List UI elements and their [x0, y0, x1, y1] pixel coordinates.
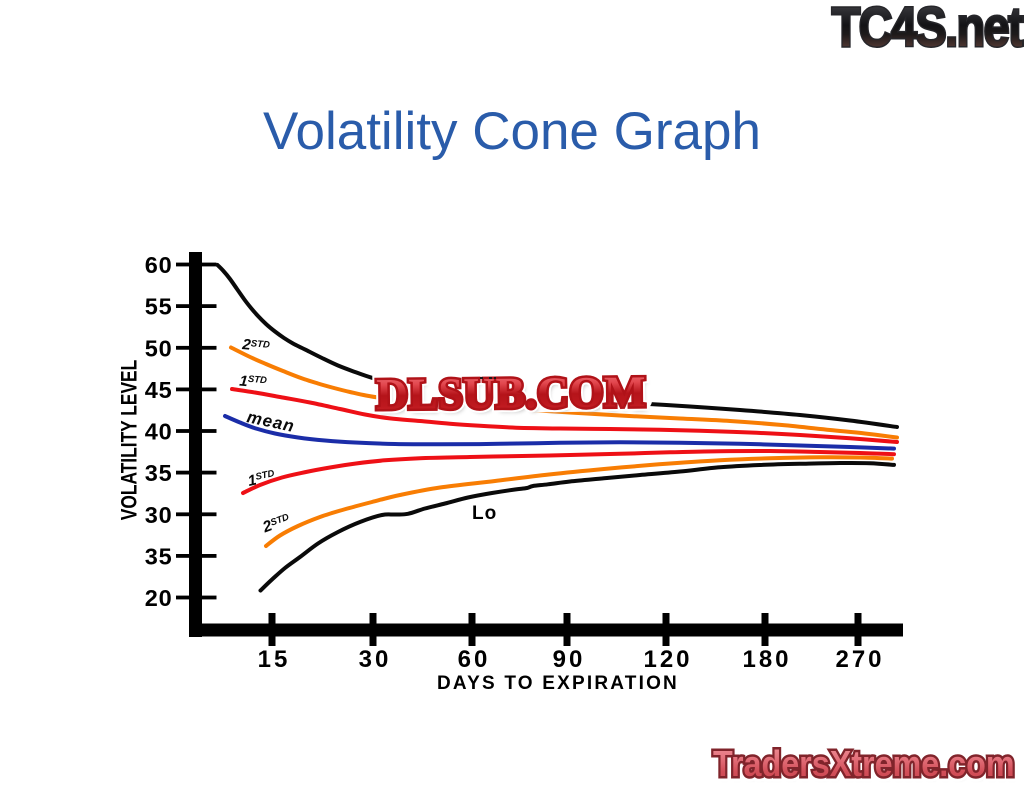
svg-text:30: 30 [359, 646, 392, 673]
svg-text:35: 35 [145, 460, 173, 486]
svg-text:DAYS TO EXPIRATION: DAYS TO EXPIRATION [437, 673, 679, 694]
svg-text:90: 90 [553, 646, 586, 673]
svg-text:15: 15 [258, 646, 291, 673]
svg-text:120: 120 [643, 646, 692, 673]
svg-text:55: 55 [145, 294, 173, 320]
svg-text:Lo: Lo [472, 503, 497, 524]
svg-text:60: 60 [145, 252, 173, 278]
svg-text:50: 50 [145, 335, 173, 361]
svg-text:270: 270 [835, 646, 884, 673]
svg-text:45: 45 [145, 377, 173, 403]
svg-text:1STD: 1STD [239, 373, 268, 392]
svg-text:20: 20 [145, 585, 173, 611]
svg-text:1STD: 1STD [246, 468, 276, 490]
svg-text:40: 40 [145, 419, 173, 445]
svg-text:60: 60 [458, 646, 491, 673]
svg-text:VOLATILITY LEVEL: VOLATILITY LEVEL [118, 360, 142, 521]
svg-text:30: 30 [145, 502, 173, 528]
svg-text:35: 35 [145, 543, 173, 569]
svg-text:180: 180 [742, 646, 791, 673]
svg-text:2STD: 2STD [241, 336, 271, 355]
